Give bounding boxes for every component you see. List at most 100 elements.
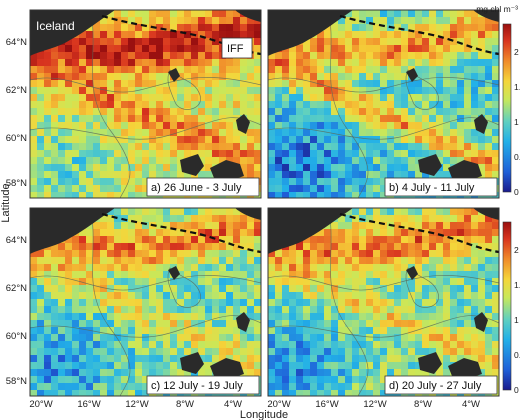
chlorophyll-cell [212, 215, 220, 223]
chlorophyll-cell [352, 236, 360, 244]
chlorophyll-cell [142, 271, 150, 279]
chlorophyll-cell [135, 355, 143, 363]
chlorophyll-cell [212, 80, 220, 88]
chlorophyll-cell [464, 52, 472, 60]
chlorophyll-cell [394, 313, 402, 321]
chlorophyll-cell [359, 115, 367, 123]
chlorophyll-cell [170, 236, 178, 244]
chlorophyll-cell [254, 66, 261, 74]
chlorophyll-cell [135, 215, 143, 223]
chlorophyll-cell [177, 222, 185, 230]
chlorophyll-cell [485, 243, 493, 251]
chlorophyll-cell [436, 115, 444, 123]
chlorophyll-cell [79, 299, 87, 307]
chlorophyll-cell [100, 341, 108, 349]
chlorophyll-cell [212, 243, 220, 251]
chlorophyll-cell [79, 313, 87, 321]
chlorophyll-cell [275, 87, 283, 95]
chlorophyll-cell [72, 150, 80, 158]
chlorophyll-cell [191, 143, 199, 151]
chlorophyll-cell [142, 192, 150, 198]
chlorophyll-cell [310, 129, 318, 137]
chlorophyll-cell [254, 157, 261, 165]
chlorophyll-cell [345, 178, 353, 186]
chlorophyll-cell [205, 278, 213, 286]
chlorophyll-cell [142, 17, 150, 25]
chlorophyll-cell [373, 271, 381, 279]
chlorophyll-cell [338, 66, 346, 74]
chlorophyll-cell [205, 24, 213, 32]
chlorophyll-cell [233, 229, 241, 237]
chlorophyll-cell [128, 94, 136, 102]
chlorophyll-cell [352, 52, 360, 60]
chlorophyll-cell [359, 122, 367, 130]
chlorophyll-cell [44, 257, 52, 265]
chlorophyll-cell [366, 24, 374, 32]
chlorophyll-cell [366, 334, 374, 342]
chlorophyll-cell [156, 299, 164, 307]
chlorophyll-cell [37, 185, 45, 193]
chlorophyll-cell [352, 320, 360, 328]
chlorophyll-cell [401, 122, 409, 130]
chlorophyll-cell [478, 80, 486, 88]
chlorophyll-cell [212, 285, 220, 293]
chlorophyll-cell [198, 66, 206, 74]
chlorophyll-cell [450, 52, 458, 60]
chlorophyll-cell [282, 313, 290, 321]
chlorophyll-cell [233, 278, 241, 286]
chlorophyll-cell [198, 59, 206, 67]
chlorophyll-cell [422, 264, 430, 272]
chlorophyll-cell [114, 236, 122, 244]
chlorophyll-cell [65, 383, 73, 391]
chlorophyll-cell [51, 192, 59, 198]
chlorophyll-cell [219, 94, 227, 102]
chlorophyll-cell [51, 257, 59, 265]
chlorophyll-cell [184, 292, 192, 300]
chlorophyll-cell [457, 285, 465, 293]
chlorophyll-cell [79, 185, 87, 193]
chlorophyll-cell [338, 94, 346, 102]
chlorophyll-cell [107, 24, 115, 32]
chlorophyll-cell [212, 122, 220, 130]
chlorophyll-cell [37, 250, 45, 258]
chlorophyll-cell [394, 164, 402, 172]
chlorophyll-cell [415, 38, 423, 46]
chlorophyll-cell [296, 362, 304, 370]
chlorophyll-cell [352, 38, 360, 46]
chlorophyll-cell [30, 80, 38, 88]
chlorophyll-cell [121, 369, 129, 377]
chlorophyll-cell [163, 10, 171, 18]
chlorophyll-cell [415, 208, 423, 216]
chlorophyll-cell [275, 129, 283, 137]
chlorophyll-cell [443, 31, 451, 39]
chlorophyll-cell [163, 115, 171, 123]
chlorophyll-cell [492, 80, 499, 88]
chlorophyll-cell [380, 250, 388, 258]
chlorophyll-cell [296, 143, 304, 151]
chlorophyll-cell [464, 320, 472, 328]
chlorophyll-cell [170, 31, 178, 39]
chlorophyll-cell [478, 250, 486, 258]
chlorophyll-cell [205, 355, 213, 363]
chlorophyll-cell [44, 327, 52, 335]
chlorophyll-cell [443, 17, 451, 25]
chlorophyll-cell [429, 10, 437, 18]
chlorophyll-cell [212, 73, 220, 81]
chlorophyll-cell [205, 115, 213, 123]
chlorophyll-cell [478, 306, 486, 314]
chlorophyll-cell [394, 115, 402, 123]
chlorophyll-cell [205, 250, 213, 258]
chlorophyll-cell [429, 271, 437, 279]
chlorophyll-cell [170, 24, 178, 32]
chlorophyll-cell [457, 327, 465, 335]
chlorophyll-cell [401, 38, 409, 46]
chlorophyll-cell [324, 271, 332, 279]
chlorophyll-cell [205, 313, 213, 321]
chlorophyll-cell [492, 313, 499, 321]
chlorophyll-cell [436, 285, 444, 293]
chlorophyll-cell [30, 94, 38, 102]
chlorophyll-cell [170, 299, 178, 307]
chlorophyll-cell [289, 264, 297, 272]
chlorophyll-cell [247, 348, 255, 356]
chlorophyll-cell [205, 369, 213, 377]
